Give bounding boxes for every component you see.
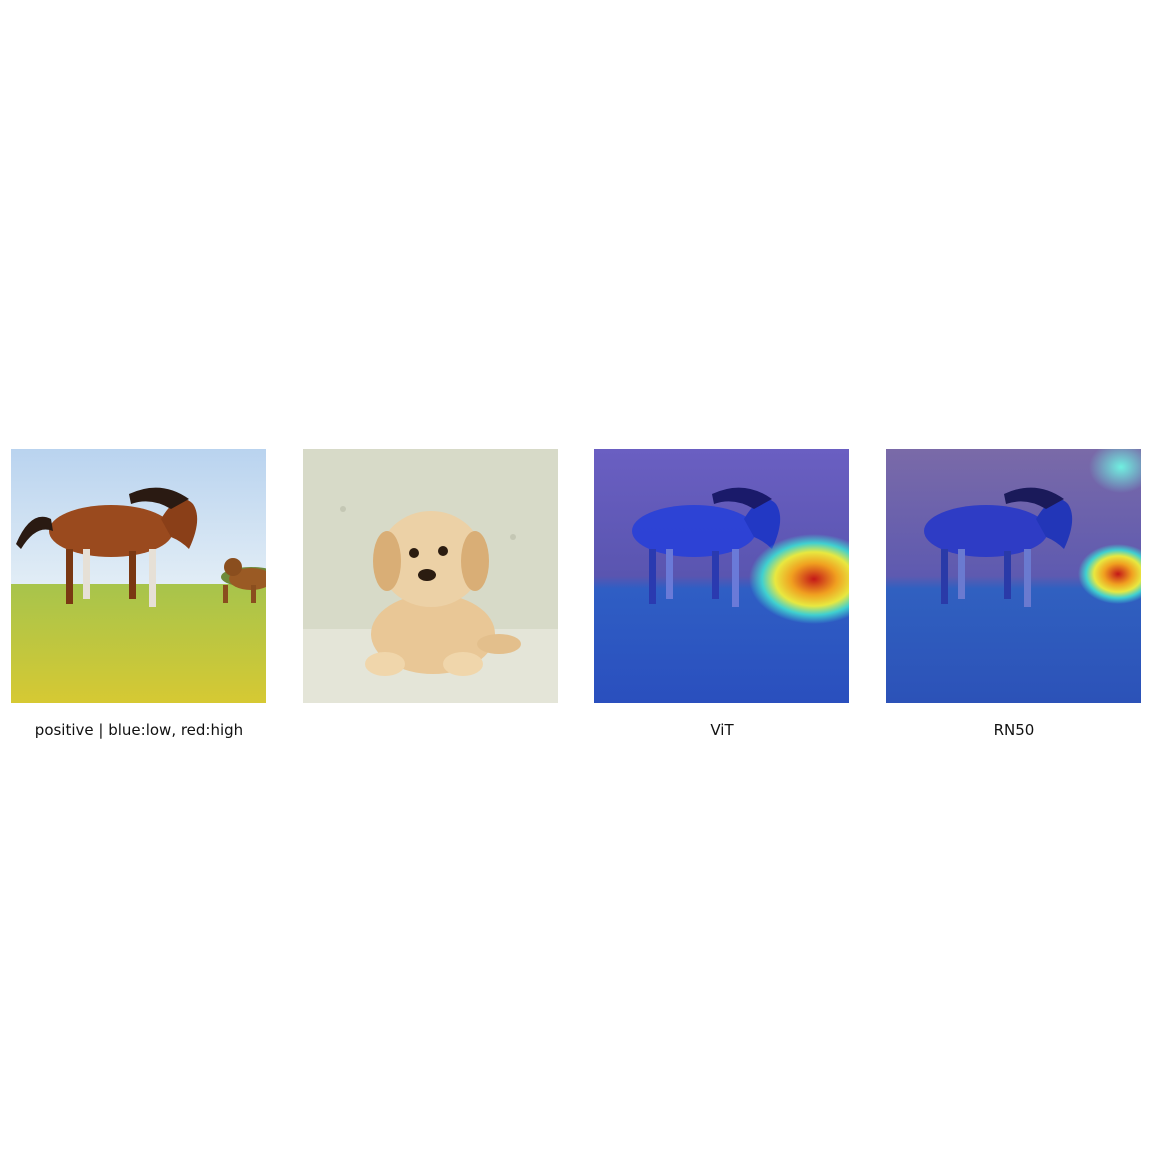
horse-dog-photo (11, 449, 266, 703)
caption-rn50: RN50 (993, 721, 1035, 739)
heatmap-panel-rn50 (886, 449, 1141, 703)
puppy-photo (303, 449, 558, 703)
rn50-heatmap (886, 449, 1141, 703)
caption-vit: ViT (710, 721, 734, 739)
vit-heatmap (594, 449, 849, 703)
image-panel-puppy (303, 449, 558, 703)
caption-positive: positive | blue:low, red:high (34, 721, 244, 739)
heatmap-panel-vit (594, 449, 849, 703)
image-panel-original (11, 449, 266, 703)
